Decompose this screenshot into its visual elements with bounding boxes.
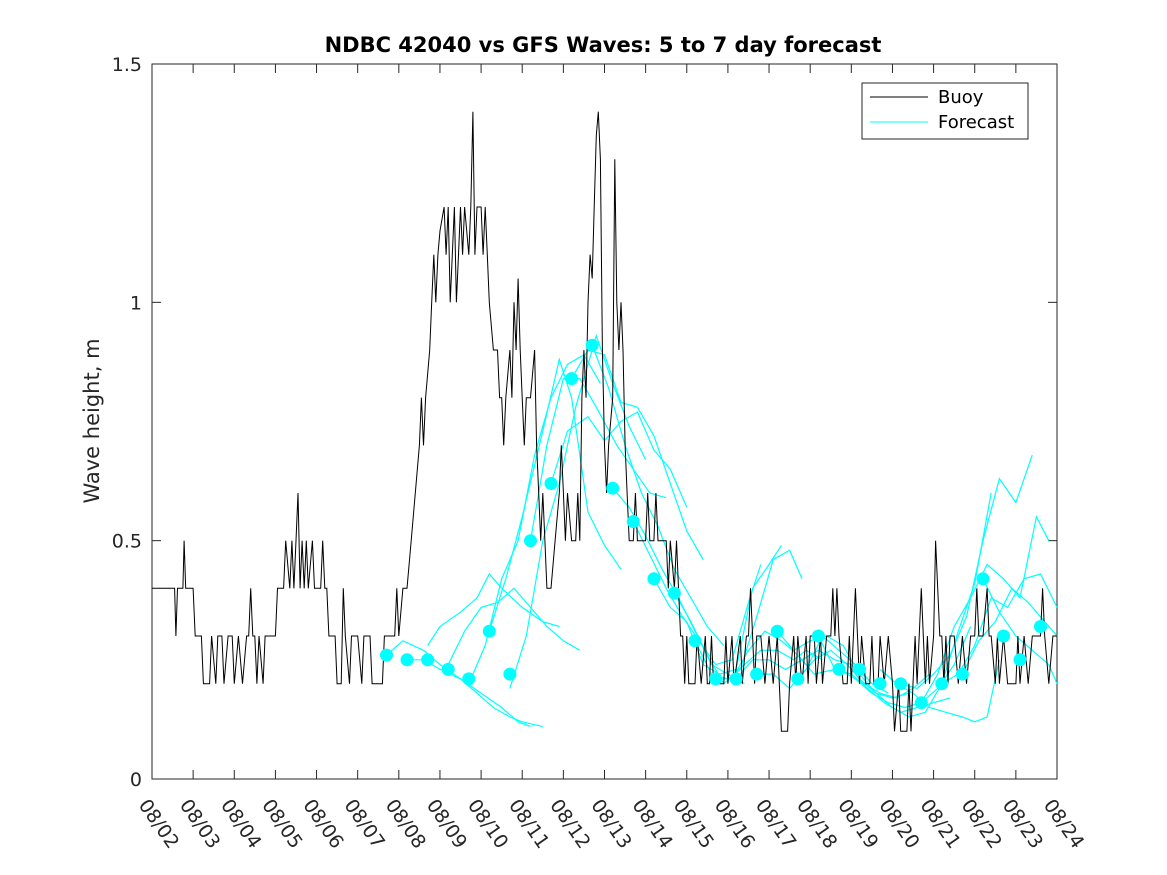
y-tick-label: 1	[130, 292, 142, 314]
forecast-marker	[380, 648, 393, 662]
forecast-marker	[421, 653, 435, 667]
forecast-line	[673, 549, 803, 685]
forecast-marker	[997, 629, 1010, 643]
forecast-line	[900, 454, 1033, 690]
y-axis-label: Wave height, m	[80, 338, 104, 503]
buoy-series	[152, 111, 1057, 732]
forecast-marker	[873, 677, 887, 691]
forecast-marker	[400, 653, 414, 667]
forecast-marker	[729, 672, 743, 686]
forecast-line	[715, 630, 848, 680]
forecast-line	[447, 587, 581, 665]
forecast-marker	[935, 677, 949, 691]
forecast-marker	[811, 629, 825, 643]
forecast-marker	[750, 667, 764, 681]
forecast-line	[509, 333, 647, 689]
forecast-marker	[976, 572, 990, 586]
forecast-line	[797, 649, 930, 699]
forecast-line	[591, 344, 725, 646]
y-tick-labels: 0 0.5 1 1.5	[112, 54, 142, 791]
forecast-marker	[914, 696, 928, 710]
forecast-marker	[688, 634, 702, 648]
forecast-line	[427, 572, 560, 646]
forecast-marker	[524, 534, 537, 548]
y-tick-label: 0	[130, 769, 142, 791]
forecast-marker	[606, 481, 620, 495]
forecast-marker	[626, 515, 640, 529]
forecast-marker	[1034, 620, 1047, 633]
forecast-markers	[380, 338, 1047, 710]
forecast-marker	[462, 672, 476, 686]
forecast-marker	[853, 662, 866, 676]
forecast-line	[468, 353, 601, 684]
forecast-marker	[955, 667, 969, 681]
forecast-marker	[441, 662, 455, 676]
forecast-marker	[770, 624, 784, 638]
legend-forecast-label: Forecast	[938, 112, 1014, 133]
forecast-marker	[832, 662, 846, 676]
forecast-marker	[667, 586, 681, 600]
forecast-marker	[791, 672, 805, 686]
buoy-line	[152, 111, 1057, 732]
forecast-marker	[709, 672, 723, 686]
forecast-line	[529, 378, 667, 541]
y-tick-label: 1.5	[112, 54, 142, 76]
axis-ticks	[151, 63, 1058, 780]
chart-title: NDBC 42040 vs GFS Waves: 5 to 7 day fore…	[325, 33, 882, 57]
forecast-marker	[544, 477, 558, 490]
forecast-marker	[585, 338, 599, 352]
legend-buoy-label: Buoy	[938, 87, 984, 108]
forecast-marker	[894, 677, 908, 691]
forecast-marker	[1013, 653, 1027, 667]
legend: Buoy Forecast	[861, 82, 1029, 140]
forecast-marker	[503, 667, 517, 681]
forecast-line	[488, 357, 622, 632]
y-tick-label: 0.5	[112, 531, 142, 553]
forecast-marker	[647, 572, 661, 586]
forecast-line	[550, 411, 688, 508]
forecast-line	[571, 349, 704, 560]
forecast-marker	[482, 624, 496, 638]
forecast-marker	[565, 372, 579, 386]
legend-box	[861, 82, 1029, 140]
